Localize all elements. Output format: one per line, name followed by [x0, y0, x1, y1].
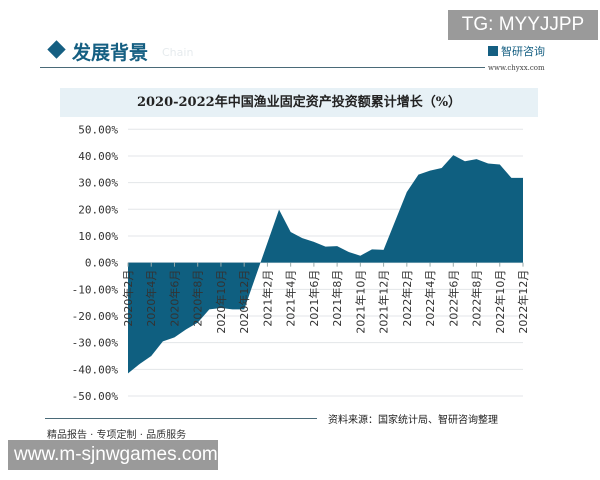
- x-tick-label: 2022年2月: [400, 270, 414, 327]
- y-tick-label: 50.00%: [78, 123, 118, 136]
- x-tick-label: 2020年4月: [144, 270, 158, 327]
- x-tick-label: 2022年8月: [470, 270, 484, 327]
- x-tick-label: 2021年10月: [353, 270, 367, 334]
- y-tick-label: 30.00%: [78, 177, 118, 190]
- watermark-overlay-bottom: www.m-sjnwgames.com: [8, 440, 218, 470]
- chart-title: 2020-2022年中国渔业固定资产投资额累计增长（%）: [136, 95, 462, 110]
- x-tick-label: 2021年8月: [330, 270, 344, 327]
- section-subtitle: Chain: [162, 46, 194, 59]
- y-tick-label: 20.00%: [78, 203, 118, 216]
- y-tick-label: 0.00%: [85, 257, 118, 270]
- x-tick-label: 2020年6月: [167, 270, 181, 327]
- area-series: [128, 155, 523, 374]
- y-tick-label: -30.00%: [72, 337, 119, 350]
- y-tick-label: -20.00%: [72, 310, 119, 323]
- y-tick-label: -40.00%: [72, 363, 119, 376]
- logo-text: 智研咨询: [501, 45, 545, 58]
- x-tick-label: 2022年6月: [446, 270, 460, 327]
- y-tick-label: -10.00%: [72, 283, 119, 296]
- x-tick-label: 2021年12月: [377, 270, 391, 334]
- brand-logo: 智研咨询: [488, 43, 545, 59]
- x-tick-label: 2022年12月: [516, 270, 530, 334]
- title-band: [60, 88, 538, 117]
- x-tick-label: 2020年2月: [121, 270, 135, 327]
- x-tick-label: 2021年6月: [307, 270, 321, 327]
- y-tick-label: 40.00%: [78, 150, 118, 163]
- x-tick-label: 2022年10月: [493, 270, 507, 334]
- header-divider: [40, 67, 485, 68]
- footer-divider: [45, 418, 317, 419]
- x-tick-label: 2020年8月: [191, 270, 205, 327]
- x-tick-label: 2021年2月: [260, 270, 274, 327]
- x-tick-label: 2022年4月: [423, 270, 437, 327]
- watermark-overlay-top: TG: MYYJJPP: [448, 10, 598, 40]
- logo-icon: [488, 46, 498, 56]
- source-note: 资料来源：国家统计局、智研咨询整理: [328, 415, 498, 426]
- section-title: 发展背景: [72, 42, 149, 64]
- tagline: 精品报告 · 专项定制 · 品质服务: [47, 430, 187, 441]
- y-tick-label: 10.00%: [78, 230, 118, 243]
- x-tick-label: 2021年4月: [284, 270, 298, 327]
- x-tick-label: 2020年12月: [237, 270, 251, 334]
- x-tick-label: 2020年10月: [214, 270, 228, 334]
- y-tick-label: -50.00%: [72, 390, 119, 403]
- brand-url: www.chyxx.com: [488, 64, 545, 72]
